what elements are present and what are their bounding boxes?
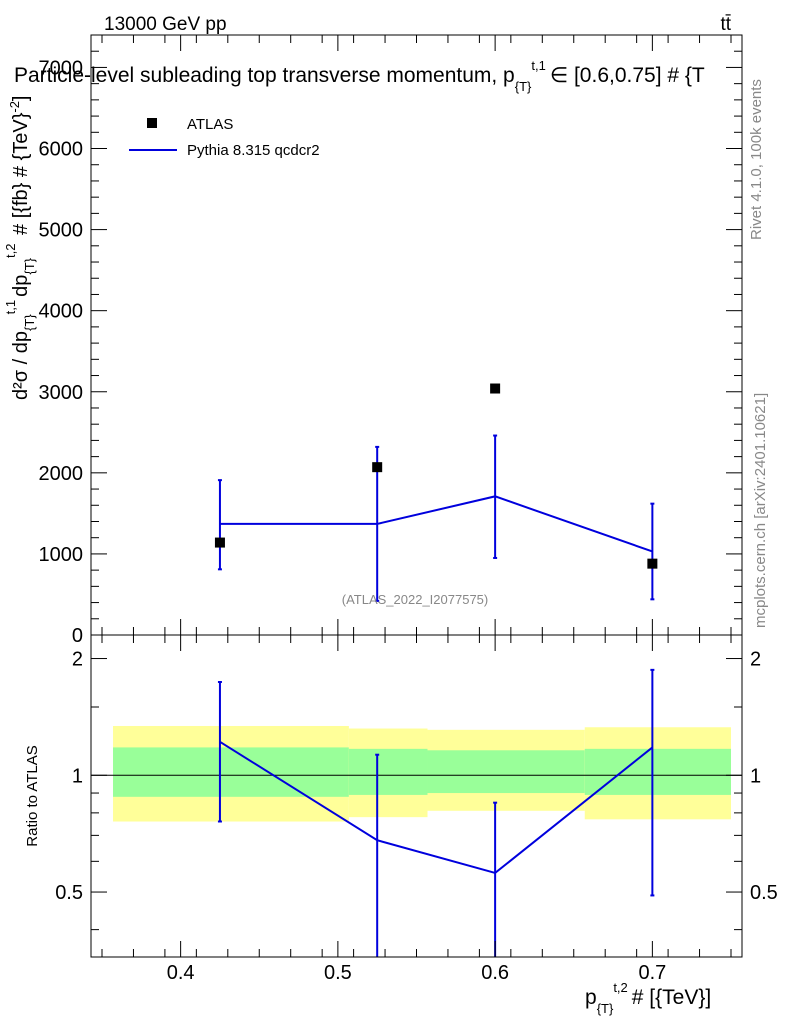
main-ytick-label: 7000 [39, 57, 84, 79]
atlas-point [214, 537, 225, 548]
atlas-point [647, 558, 658, 569]
chart-title-sub: {T} [515, 79, 532, 94]
main-ytick-label: 0 [72, 625, 83, 647]
ratio-xtick-label: 0.5 [324, 962, 352, 984]
main-ytick-label: 2000 [39, 463, 84, 485]
legend-atlas-label: ATLAS [187, 116, 233, 133]
pythia-line [219, 495, 653, 553]
ratio-xlabel: p{T}t,2 # [{TeV}] [585, 980, 711, 1016]
chart-title-tail: ∈ [0.6,0.75] # {T [550, 64, 705, 87]
mcplots-label: mcplots.cern.ch [arXiv:2401.10621] [752, 393, 769, 628]
ratio-band-inner [113, 747, 349, 797]
process-label: tt̄ [720, 14, 731, 35]
main-ytick-label: 5000 [39, 220, 84, 242]
ratio-band-inner [584, 748, 731, 795]
main-ytick-label: 3000 [39, 382, 84, 404]
ratio-band-inner [427, 750, 585, 794]
chart-title-main: Particle-level subleading top transverse… [14, 64, 515, 87]
rivet-label: Rivet 4.1.0, 100k events [748, 79, 765, 240]
main-panel: 0 1000 2000 3000 4000 5000 6000 7000 (ATLAS_202… [3, 34, 743, 647]
main-ytick-label: 1000 [39, 544, 84, 566]
ratio-panel: 0.5 0.5 1 1 2 2 0.4 0.5 0.6 0.7 Ratio to ATLAS p{… [24, 634, 778, 1016]
ratio-ytick-label: 1 [72, 765, 83, 787]
energy-label: 13000 GeV pp [104, 14, 227, 35]
main-ytick-label: 4000 [39, 301, 84, 323]
atlas-point [490, 383, 501, 394]
main-ytick-label: 6000 [39, 139, 84, 161]
ratio-ytick-label-right: 2 [750, 649, 761, 671]
ratio-xtick-label: 0.7 [638, 962, 666, 984]
legend: ATLAS Pythia 8.315 qcdcr2 [129, 116, 320, 159]
chart-title-sup: t,1 [531, 58, 545, 73]
main-ylabel: d²σ / dp{T}t,1dp{T}t,2 # [{fb} # {TeV}-2… [3, 96, 37, 401]
ratio-pythia-line [219, 740, 653, 875]
legend-pythia-label: Pythia 8.315 qcdcr2 [187, 142, 320, 159]
main-annotation: (ATLAS_2022_I2077575) [342, 592, 488, 607]
ratio-ytick-label: 0.5 [55, 882, 83, 904]
ratio-band-inner [348, 748, 428, 795]
ratio-ytick-label-right: 0.5 [750, 882, 778, 904]
ratio-ytick-label: 2 [72, 649, 83, 671]
ratio-xtick-label: 0.4 [167, 962, 195, 984]
ratio-xtick-label: 0.6 [481, 962, 509, 984]
chart-title: Particle-level subleading top transverse… [14, 58, 705, 94]
atlas-point [372, 462, 383, 473]
ratio-ytick-label-right: 1 [750, 765, 761, 787]
legend-atlas-marker [147, 118, 157, 128]
ratio-ylabel: Ratio to ATLAS [24, 745, 41, 846]
